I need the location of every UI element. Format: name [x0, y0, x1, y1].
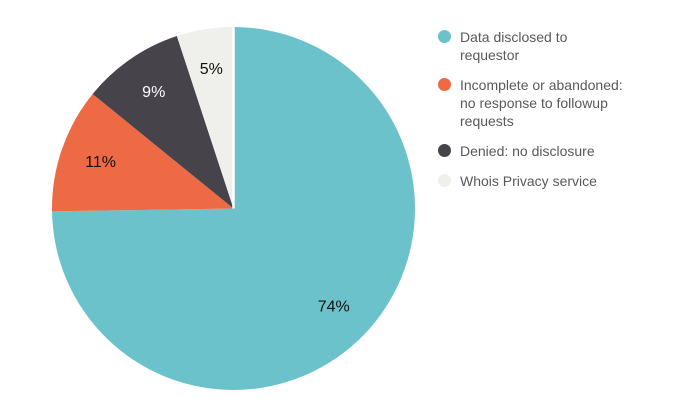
pie-slice-1: [52, 94, 234, 212]
legend-swatch-icon: [438, 78, 451, 91]
pie-value-label-2: 9%: [142, 84, 165, 101]
pie-value-label-0: 74%: [318, 299, 350, 316]
legend-swatch-icon: [438, 30, 451, 43]
legend-label: Data disclosed to requestor: [460, 29, 568, 63]
legend-label: Denied: no disclosure: [460, 143, 595, 159]
pie-chart: 74% 11% 9% 5%: [52, 27, 415, 390]
pie-value-label-1: 11%: [85, 154, 116, 171]
pie-slice-3: [176, 27, 234, 209]
legend-label: Whois Privacy service: [460, 173, 597, 189]
chart-legend: Data disclosed to requestor Incomplete or…: [438, 28, 668, 202]
legend-item-2: Denied: no disclosure: [438, 142, 668, 160]
legend-label: Incomplete or abandoned: no response to …: [460, 77, 623, 129]
legend-item-1: Incomplete or abandoned: no response to …: [438, 76, 668, 130]
pie-slice-2: [92, 36, 234, 209]
legend-swatch-icon: [438, 144, 451, 157]
legend-item-3: Whois Privacy service: [438, 172, 668, 190]
pie-value-label-3: 5%: [200, 61, 223, 78]
legend-swatch-icon: [438, 174, 451, 187]
legend-item-0: Data disclosed to requestor: [438, 28, 668, 64]
